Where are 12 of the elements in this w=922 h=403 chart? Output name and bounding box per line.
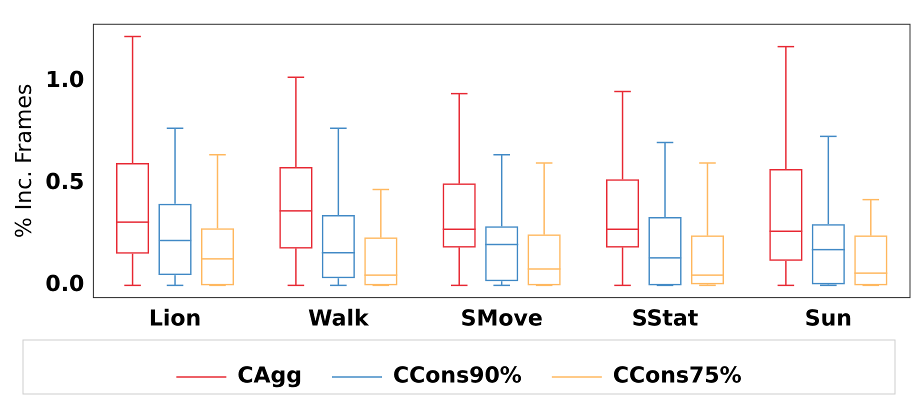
x-tick-label: Sun bbox=[804, 306, 852, 332]
y-axis-title: % Inc. Frames bbox=[12, 84, 37, 238]
x-tick-label: SMove bbox=[460, 306, 543, 332]
y-tick-label: 0.0 bbox=[45, 272, 84, 298]
legend-label: CAgg bbox=[237, 364, 302, 389]
x-tick-label: Lion bbox=[148, 306, 202, 332]
legend-label: CCons75% bbox=[612, 364, 742, 389]
x-tick-label: Walk bbox=[308, 306, 370, 332]
y-tick-label: 1.0 bbox=[45, 68, 84, 94]
y-tick-label: 0.5 bbox=[45, 170, 84, 196]
legend-label: CCons90% bbox=[393, 364, 522, 389]
x-tick-label: SStat bbox=[632, 306, 699, 332]
